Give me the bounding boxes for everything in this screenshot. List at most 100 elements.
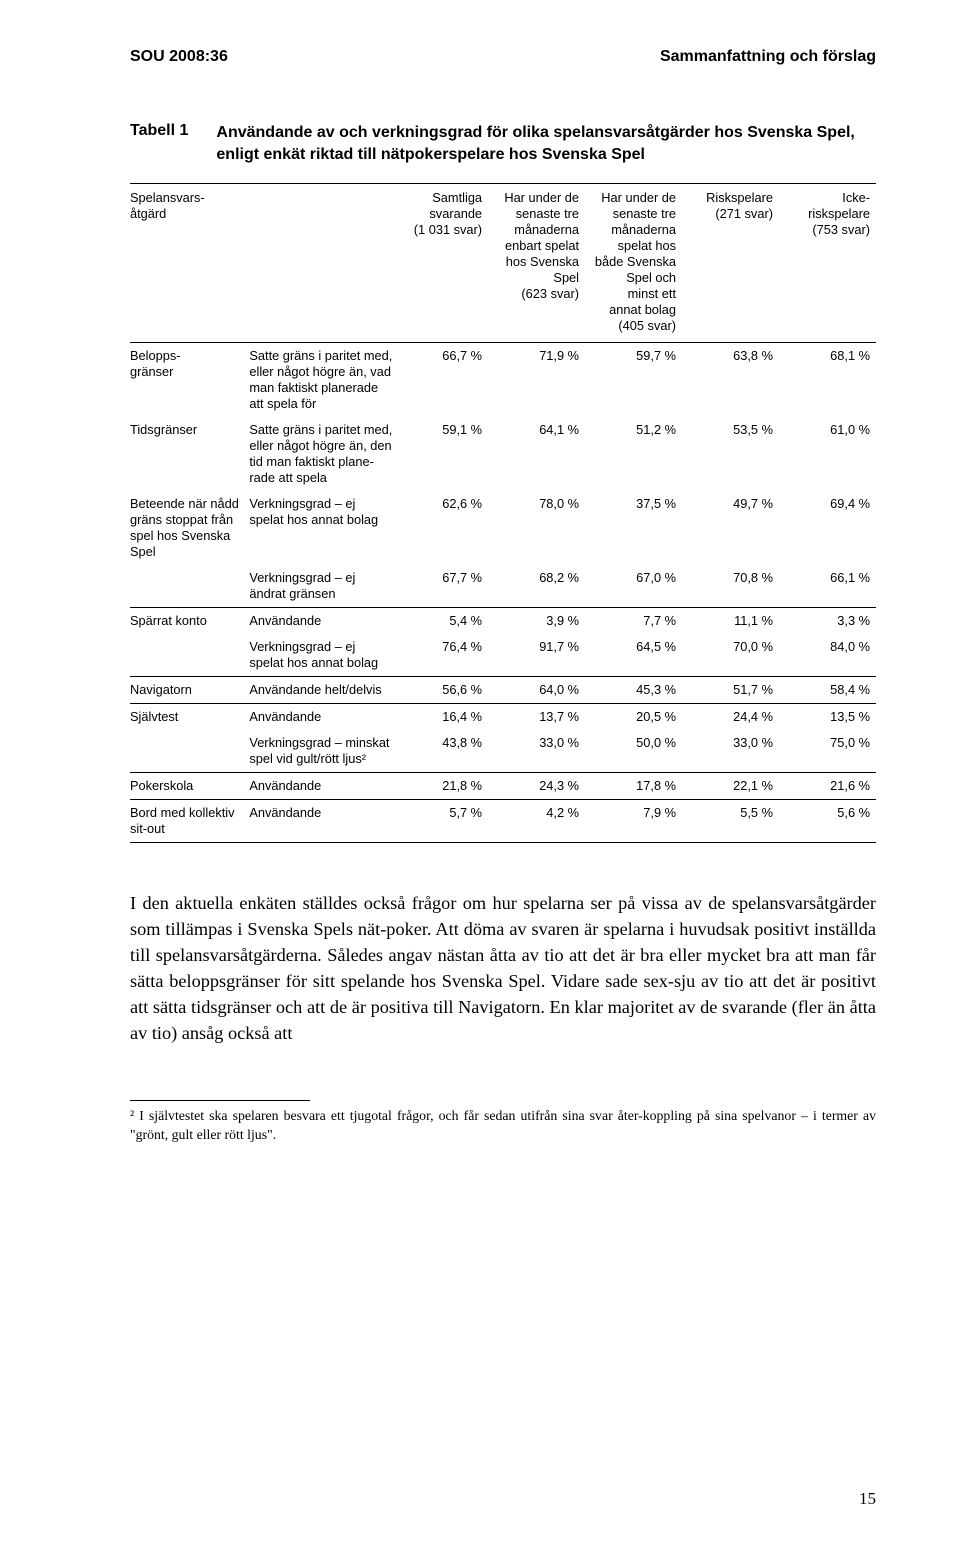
row-value: 62,6 % bbox=[399, 491, 489, 565]
row-value: 45,3 % bbox=[585, 676, 682, 703]
row-category: Beteende när nådd gräns stoppat från spe… bbox=[130, 491, 249, 565]
row-value: 17,8 % bbox=[585, 772, 682, 799]
row-value: 59,7 % bbox=[585, 343, 682, 417]
row-value: 66,1 % bbox=[779, 565, 876, 607]
col-1 bbox=[249, 184, 398, 343]
row-measure: Verkningsgrad – ej spelat hos annat bola… bbox=[249, 634, 398, 676]
row-category bbox=[130, 634, 249, 676]
row-category: Navigatorn bbox=[130, 676, 249, 703]
row-value: 3,3 % bbox=[779, 607, 876, 633]
row-measure: Satte gräns i paritet med, eller något h… bbox=[249, 417, 398, 491]
table-caption: Tabell 1 Användande av och verkningsgrad… bbox=[130, 122, 876, 165]
row-value: 43,8 % bbox=[399, 730, 489, 772]
row-value: 63,8 % bbox=[682, 343, 779, 417]
row-value: 3,9 % bbox=[488, 607, 585, 633]
row-value: 51,2 % bbox=[585, 417, 682, 491]
running-head-left: SOU 2008:36 bbox=[130, 48, 228, 66]
row-value: 4,2 % bbox=[488, 799, 585, 842]
table-header-row: Spelansvars-åtgärd Samtligasvarande(1 03… bbox=[130, 184, 876, 343]
table-row: TidsgränserSatte gräns i paritet med, el… bbox=[130, 417, 876, 491]
data-table: Spelansvars-åtgärd Samtligasvarande(1 03… bbox=[130, 183, 876, 842]
body-text: I den aktuella enkäten ställdes också fr… bbox=[130, 891, 876, 1047]
table-label: Tabell 1 bbox=[130, 122, 188, 140]
row-value: 24,3 % bbox=[488, 772, 585, 799]
table-row: NavigatornAnvändande helt/delvis56,6 %64… bbox=[130, 676, 876, 703]
row-category: Belopps-gränser bbox=[130, 343, 249, 417]
row-measure: Användande bbox=[249, 607, 398, 633]
table-row: Belopps-gränserSatte gräns i paritet med… bbox=[130, 343, 876, 417]
row-value: 7,7 % bbox=[585, 607, 682, 633]
row-value: 49,7 % bbox=[682, 491, 779, 565]
row-value: 5,7 % bbox=[399, 799, 489, 842]
page: SOU 2008:36 Sammanfattning och förslag T… bbox=[0, 0, 960, 1541]
table-title: Användande av och verkningsgrad för olik… bbox=[216, 122, 876, 165]
row-value: 69,4 % bbox=[779, 491, 876, 565]
table-row: SjälvtestAnvändande16,4 %13,7 %20,5 %24,… bbox=[130, 703, 876, 729]
row-measure: Användande helt/delvis bbox=[249, 676, 398, 703]
body-paragraph: I den aktuella enkäten ställdes också fr… bbox=[130, 891, 876, 1047]
running-head: SOU 2008:36 Sammanfattning och förslag bbox=[130, 48, 876, 66]
table-row: Verkningsgrad – minskat spel vid gult/rö… bbox=[130, 730, 876, 772]
table-row: Spärrat kontoAnvändande5,4 %3,9 %7,7 %11… bbox=[130, 607, 876, 633]
row-value: 53,5 % bbox=[682, 417, 779, 491]
row-value: 56,6 % bbox=[399, 676, 489, 703]
row-category: Självtest bbox=[130, 703, 249, 729]
row-value: 13,7 % bbox=[488, 703, 585, 729]
table-row: PokerskolaAnvändande21,8 %24,3 %17,8 %22… bbox=[130, 772, 876, 799]
row-value: 61,0 % bbox=[779, 417, 876, 491]
page-number: 15 bbox=[859, 1489, 876, 1509]
row-category: Spärrat konto bbox=[130, 607, 249, 633]
row-measure: Användande bbox=[249, 799, 398, 842]
row-value: 68,1 % bbox=[779, 343, 876, 417]
row-value: 37,5 % bbox=[585, 491, 682, 565]
row-value: 11,1 % bbox=[682, 607, 779, 633]
row-value: 50,0 % bbox=[585, 730, 682, 772]
row-value: 59,1 % bbox=[399, 417, 489, 491]
row-measure: Användande bbox=[249, 703, 398, 729]
row-value: 66,7 % bbox=[399, 343, 489, 417]
footnote-rule bbox=[130, 1100, 310, 1101]
row-value: 70,8 % bbox=[682, 565, 779, 607]
row-value: 78,0 % bbox=[488, 491, 585, 565]
row-category: Pokerskola bbox=[130, 772, 249, 799]
row-measure: Verkningsgrad – minskat spel vid gult/rö… bbox=[249, 730, 398, 772]
row-value: 16,4 % bbox=[399, 703, 489, 729]
row-value: 76,4 % bbox=[399, 634, 489, 676]
row-value: 71,9 % bbox=[488, 343, 585, 417]
row-value: 33,0 % bbox=[488, 730, 585, 772]
row-value: 22,1 % bbox=[682, 772, 779, 799]
row-value: 58,4 % bbox=[779, 676, 876, 703]
row-value: 67,0 % bbox=[585, 565, 682, 607]
row-measure: Satte gräns i paritet med, eller något h… bbox=[249, 343, 398, 417]
row-measure: Användande bbox=[249, 772, 398, 799]
col-2: Samtligasvarande(1 031 svar) bbox=[399, 184, 489, 343]
row-value: 24,4 % bbox=[682, 703, 779, 729]
row-category: Bord med kollektiv sit-out bbox=[130, 799, 249, 842]
row-value: 21,8 % bbox=[399, 772, 489, 799]
row-value: 5,4 % bbox=[399, 607, 489, 633]
col-4: Har under desenaste tremånadernaspelat h… bbox=[585, 184, 682, 343]
row-value: 64,0 % bbox=[488, 676, 585, 703]
row-value: 67,7 % bbox=[399, 565, 489, 607]
row-value: 13,5 % bbox=[779, 703, 876, 729]
row-measure: Verkningsgrad – ej ändrat gränsen bbox=[249, 565, 398, 607]
footnote: ² I självtestet ska spelaren besvara ett… bbox=[130, 1107, 876, 1144]
row-value: 51,7 % bbox=[682, 676, 779, 703]
row-value: 64,5 % bbox=[585, 634, 682, 676]
row-category bbox=[130, 565, 249, 607]
row-value: 21,6 % bbox=[779, 772, 876, 799]
col-5: Riskspelare(271 svar) bbox=[682, 184, 779, 343]
table-row: Bord med kollektiv sit-outAnvändande5,7 … bbox=[130, 799, 876, 842]
row-value: 20,5 % bbox=[585, 703, 682, 729]
row-value: 5,5 % bbox=[682, 799, 779, 842]
row-category: Tidsgränser bbox=[130, 417, 249, 491]
table-row: Verkningsgrad – ej ändrat gränsen67,7 % 6… bbox=[130, 565, 876, 607]
row-value: 5,6 % bbox=[779, 799, 876, 842]
row-category bbox=[130, 730, 249, 772]
col-6: Icke-riskspelare(753 svar) bbox=[779, 184, 876, 343]
row-value: 84,0 % bbox=[779, 634, 876, 676]
col-0: Spelansvars-åtgärd bbox=[130, 184, 249, 343]
col-3: Har under desenaste tremånadernaenbart s… bbox=[488, 184, 585, 343]
row-value: 7,9 % bbox=[585, 799, 682, 842]
row-value: 64,1 % bbox=[488, 417, 585, 491]
